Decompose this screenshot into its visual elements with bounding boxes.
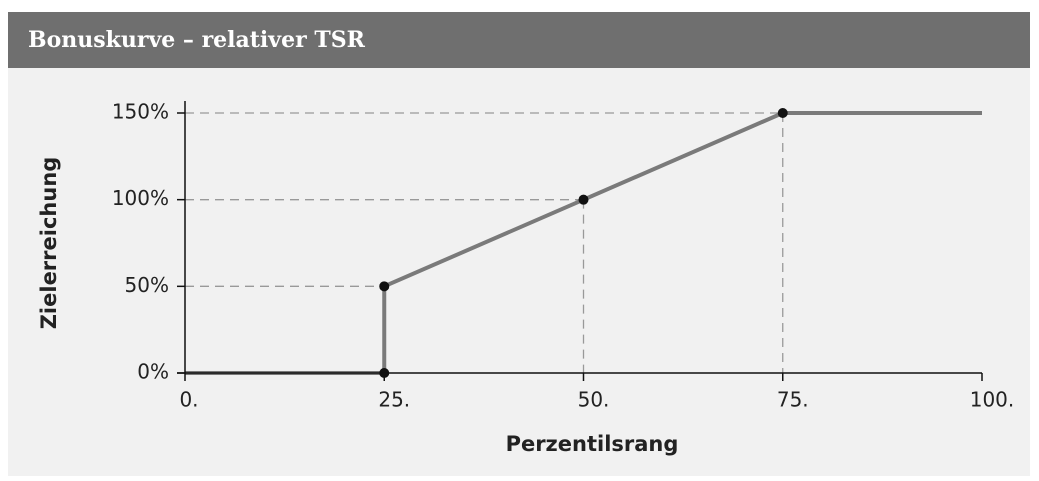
title-bar	[8, 12, 1030, 68]
y-tick-label: 100%	[112, 186, 169, 210]
data-point	[578, 194, 589, 205]
x-tick-label: 0.	[179, 388, 198, 412]
x-tick-label: 50.	[578, 388, 610, 412]
y-tick-label: 0%	[137, 360, 169, 384]
y-tick-label: 50%	[125, 273, 169, 297]
y-axis-label: Zielerreichung	[37, 157, 61, 330]
x-tick-label: 75.	[777, 388, 809, 412]
data-point	[379, 281, 390, 292]
x-axis-label: Perzentilsrang	[506, 432, 679, 456]
x-tick-label: 25.	[378, 388, 410, 412]
x-tick-label: 100.	[970, 388, 1015, 412]
chart-title: Bonuskurve – relativer TSR	[28, 27, 366, 53]
y-tick-label: 150%	[112, 100, 169, 124]
chart-background	[8, 68, 1030, 476]
data-point	[777, 108, 788, 118]
